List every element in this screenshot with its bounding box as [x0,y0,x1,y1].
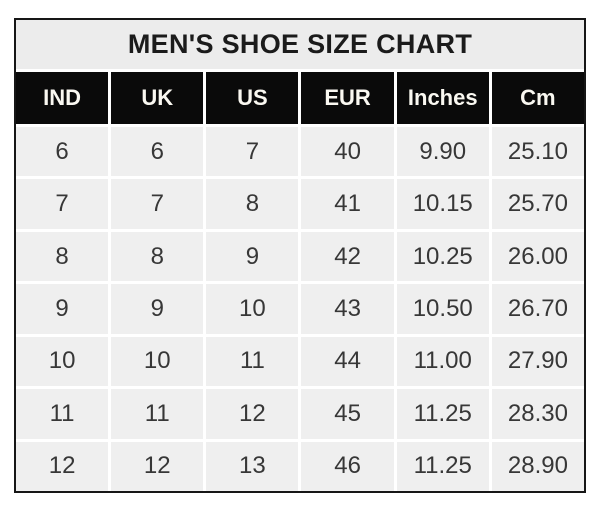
column-header-2: US [206,72,299,124]
table-cell: 11 [111,389,204,439]
column-header-4: Inches [396,72,489,124]
table-cell: 25.70 [491,179,584,229]
table-cell: 44 [301,336,394,387]
column-header-0: IND [16,72,109,124]
table-cell: 28.30 [491,389,584,439]
table-cell: 12 [111,441,204,491]
table-cell: 7 [16,179,109,229]
table-cell: 25.10 [491,127,584,177]
table-cell: 8 [111,231,204,282]
table-cell: 12 [16,441,109,491]
table-cell: 10 [16,336,109,387]
table-cell: 46 [301,441,394,491]
table-cell: 26.00 [491,231,584,282]
table-cell: 10.50 [396,284,489,334]
column-header-5: Cm [491,72,584,124]
table-cell: 11.00 [396,336,489,387]
table-cell: 7 [111,179,204,229]
table-cell: 12 [206,389,299,439]
table-cell: 42 [301,231,394,282]
table-cell: 10 [111,336,204,387]
table-cell: 40 [301,127,394,177]
table-cell: 9 [111,284,204,334]
table-cell: 8 [16,231,109,282]
table-cell: 13 [206,441,299,491]
table-cell: 45 [301,389,394,439]
table-cell: 41 [301,179,394,229]
table-cell: 11 [206,336,299,387]
table-cell: 43 [301,284,394,334]
table-cell: 9.90 [396,127,489,177]
table-cell: 8 [206,179,299,229]
table-cell: 9 [206,231,299,282]
table-cell: 7 [206,127,299,177]
table-cell: 6 [16,127,109,177]
table-cell: 11.25 [396,441,489,491]
table-cell: 9 [16,284,109,334]
column-header-3: EUR [301,72,394,124]
table-cell: 11.25 [396,389,489,439]
table-cell: 26.70 [491,284,584,334]
table-cell: 6 [111,127,204,177]
shoe-size-table: MEN'S SHOE SIZE CHART IND UK US EUR Inches Cm… [14,18,586,493]
column-header-1: UK [111,72,204,124]
table-cell: 27.90 [491,336,584,387]
table-cell: 11 [16,389,109,439]
table-cell: 10.15 [396,179,489,229]
table-title: MEN'S SHOE SIZE CHART [16,20,584,69]
table-cell: 10 [206,284,299,334]
table-cell: 10.25 [396,231,489,282]
table-cell: 28.90 [491,441,584,491]
